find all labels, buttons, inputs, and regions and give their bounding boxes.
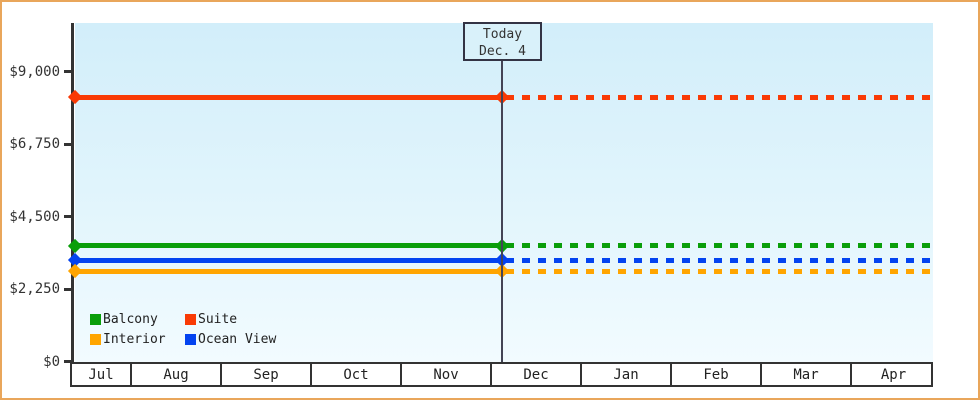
x-axis-label-nov: Nov bbox=[402, 364, 492, 385]
y-axis-spine bbox=[71, 23, 74, 363]
x-axis-label-apr: Apr bbox=[880, 366, 907, 383]
y-tick-mark bbox=[64, 215, 72, 218]
x-axis-label-oct: Oct bbox=[312, 364, 402, 385]
x-axis-label-sep: Sep bbox=[222, 364, 312, 385]
y-tick-label: $0 bbox=[43, 353, 60, 370]
legend-swatch-suite bbox=[185, 314, 196, 325]
y-tick-mark bbox=[64, 360, 72, 363]
series-line-dashed-suite bbox=[506, 94, 933, 100]
today-label: Today bbox=[482, 27, 523, 42]
plot-area bbox=[75, 23, 933, 362]
legend-item-ocean-view: Ocean View bbox=[185, 332, 276, 347]
legend-label: Interior bbox=[103, 332, 166, 347]
y-tick-mark bbox=[64, 287, 72, 291]
series-line-solid-balcony bbox=[75, 243, 502, 248]
x-axis-label-aug: Aug bbox=[132, 364, 222, 385]
legend-item-suite: Suite bbox=[185, 312, 276, 327]
series-line-dashed-balcony bbox=[506, 243, 933, 248]
series-line-dashed-interior bbox=[506, 268, 933, 274]
x-axis-month-row: Jul Aug Sep Oct Nov Dec Jan Feb Mar Apr bbox=[70, 362, 933, 387]
series-line-solid-ocean-view bbox=[75, 257, 502, 263]
series-line-dashed-ocean-view bbox=[506, 257, 933, 263]
x-axis-label-dec: Dec bbox=[492, 364, 582, 385]
legend-label: Suite bbox=[198, 312, 238, 327]
legend-item-interior: Interior bbox=[90, 332, 185, 347]
today-date-label: Dec. 4 bbox=[479, 44, 526, 59]
series-line-solid-suite bbox=[75, 94, 502, 100]
y-tick-label: $2,250 bbox=[9, 281, 60, 297]
legend-label: Ocean View bbox=[198, 332, 277, 347]
today-vertical-line bbox=[501, 59, 503, 363]
series-line-solid-interior bbox=[75, 268, 502, 274]
legend-item-balcony: Balcony bbox=[90, 312, 185, 327]
legend-label: Balcony bbox=[103, 312, 158, 327]
y-tick-label: $4,500 bbox=[9, 208, 60, 225]
y-tick-label: $9,000 bbox=[9, 63, 60, 80]
y-tick-mark bbox=[64, 70, 72, 73]
legend-swatch-balcony bbox=[90, 314, 101, 325]
y-tick-label: $6,750 bbox=[9, 136, 60, 152]
x-axis-label-mar: Mar bbox=[762, 364, 852, 385]
today-annotation-box: Today Dec. 4 bbox=[463, 22, 542, 61]
y-tick-mark bbox=[64, 142, 72, 146]
x-axis-label-jan: Jan bbox=[582, 364, 672, 385]
x-axis-label-jul: Jul bbox=[72, 364, 132, 385]
legend-swatch-interior bbox=[90, 334, 101, 345]
legend-swatch-ocean-view bbox=[185, 334, 196, 345]
x-axis-label-feb: Feb bbox=[672, 364, 762, 385]
legend: Balcony Suite Interior Ocean View bbox=[90, 312, 276, 347]
